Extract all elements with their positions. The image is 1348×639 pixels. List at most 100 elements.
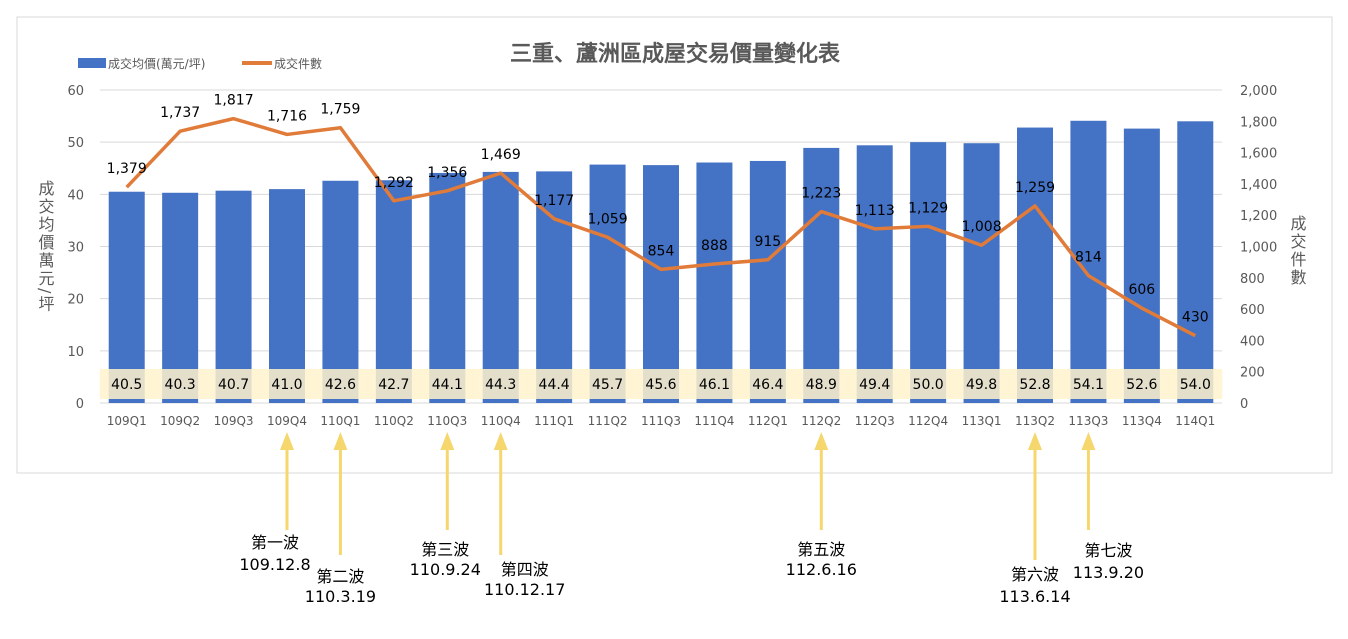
event-date: 110.3.19 (305, 587, 376, 606)
bar-label-bg (1008, 369, 1062, 399)
event-label: 第三波 (421, 540, 469, 559)
event-label: 第一波 (251, 533, 299, 552)
bar-data-label: 45.7 (592, 377, 623, 393)
y2-tick-label: 1,400 (1240, 178, 1277, 193)
price-bar (429, 172, 466, 403)
price-bar (856, 145, 893, 403)
bar-label-bg (206, 369, 261, 399)
event-date: 109.12.8 (239, 555, 310, 574)
bar-data-label: 40.3 (165, 377, 196, 393)
line-data-label: 888 (701, 238, 728, 254)
y2-tick-label: 1,800 (1240, 115, 1277, 130)
y2-tick-label: 0 (1240, 397, 1248, 412)
x-tick-label: 111Q4 (694, 414, 734, 428)
line-data-label: 1,379 (107, 161, 147, 177)
x-tick-label: 112Q1 (748, 414, 788, 428)
x-tick-label: 113Q2 (1015, 414, 1055, 428)
bar-data-label: 54.0 (1180, 377, 1211, 393)
y-tick-label: 30 (67, 241, 84, 256)
x-tick-label: 112Q4 (908, 414, 948, 428)
price-bar (643, 165, 679, 403)
legend-bar-label: 成交均價(萬元/坪) (108, 56, 205, 71)
legend-bar-swatch (78, 58, 106, 68)
legend-line-label: 成交件數 (274, 56, 322, 71)
line-data-label: 1,356 (427, 165, 467, 181)
x-tick-label: 113Q1 (962, 414, 1002, 428)
bar-data-label: 45.6 (645, 377, 676, 393)
event-label: 第六波 (1011, 565, 1059, 584)
price-bar (375, 180, 412, 403)
bar-label-bg (366, 369, 421, 399)
bar-data-label: 42.7 (378, 377, 409, 393)
line-data-label: 1,259 (1015, 180, 1055, 196)
price-bar (910, 142, 947, 403)
bar-data-label: 44.1 (432, 377, 463, 393)
price-bar (322, 180, 359, 403)
event-arrow-head (493, 432, 508, 450)
y2-tick-label: 600 (1240, 303, 1265, 318)
x-tick-label: 109Q2 (160, 414, 200, 428)
x-tick-label: 113Q3 (1068, 414, 1108, 428)
line-data-label: 1,716 (267, 108, 307, 124)
bar-label-bg (740, 369, 795, 399)
y2-tick-label: 1,600 (1240, 147, 1277, 162)
price-bar (749, 160, 786, 403)
line-data-label: 1,292 (374, 175, 414, 191)
price-bar (162, 192, 199, 403)
y2-tick-label: 800 (1240, 272, 1265, 287)
event-label: 第七波 (1084, 541, 1132, 560)
price-bar (1177, 121, 1214, 404)
x-tick-label: 110Q4 (481, 414, 521, 428)
y-tick-label: 0 (76, 397, 84, 412)
line-data-label: 1,223 (801, 186, 841, 202)
bar-data-label: 42.6 (325, 377, 356, 393)
price-bar (108, 191, 145, 403)
y-tick-label: 60 (67, 84, 84, 99)
line-data-label: 1,177 (534, 193, 574, 209)
x-tick-label: 109Q3 (214, 414, 254, 428)
bar-data-label: 46.4 (752, 377, 783, 393)
bar-data-label: 52.8 (1019, 377, 1050, 393)
event-date: 110.12.17 (484, 580, 565, 599)
event-date: 112.6.16 (786, 560, 857, 579)
bar-label-bg (954, 369, 1009, 399)
event-arrow-head (1028, 432, 1042, 450)
price-bar (1017, 127, 1053, 403)
y2-tick-label: 200 (1240, 366, 1265, 381)
event-date: 113.6.14 (999, 587, 1070, 606)
bar-label-bg (260, 369, 314, 399)
event-label: 第二波 (316, 567, 364, 586)
bar-label-bg (1061, 369, 1116, 399)
line-data-label: 915 (754, 234, 781, 250)
x-tick-label: 110Q3 (427, 414, 467, 428)
bar-label-bg (1114, 369, 1169, 399)
bar-label-bg (687, 369, 742, 399)
event-date: 113.9.20 (1073, 563, 1144, 582)
bar-data-label: 52.6 (1126, 377, 1157, 393)
bar-label-bg (473, 369, 528, 399)
bar-label-bg (153, 369, 208, 399)
x-tick-label: 112Q2 (801, 414, 841, 428)
bar-label-bg (634, 369, 688, 399)
y-tick-label: 20 (67, 293, 84, 308)
price-bar (269, 189, 305, 403)
x-tick-label: 111Q3 (641, 414, 681, 428)
price-bar (589, 164, 626, 403)
event-label: 第五波 (797, 540, 845, 559)
bar-data-label: 40.5 (111, 377, 142, 393)
bar-label-bg (901, 369, 956, 399)
line-data-label: 1,817 (214, 93, 254, 109)
y-axis-title: 成交均價萬元/坪 (36, 180, 55, 313)
price-bar (1123, 128, 1160, 403)
line-data-label: 430 (1182, 310, 1209, 326)
bar-data-label: 40.7 (218, 377, 249, 393)
x-tick-label: 110Q1 (320, 414, 360, 428)
bar-data-label: 54.1 (1073, 377, 1104, 393)
bar-label-bg (99, 369, 154, 399)
x-tick-label: 112Q3 (855, 414, 895, 428)
x-tick-label: 110Q2 (374, 414, 414, 428)
price-bar (215, 190, 252, 403)
y2-tick-label: 1,000 (1240, 241, 1277, 256)
y2-tick-label: 2,000 (1240, 84, 1277, 99)
event-arrow-head (333, 432, 348, 450)
